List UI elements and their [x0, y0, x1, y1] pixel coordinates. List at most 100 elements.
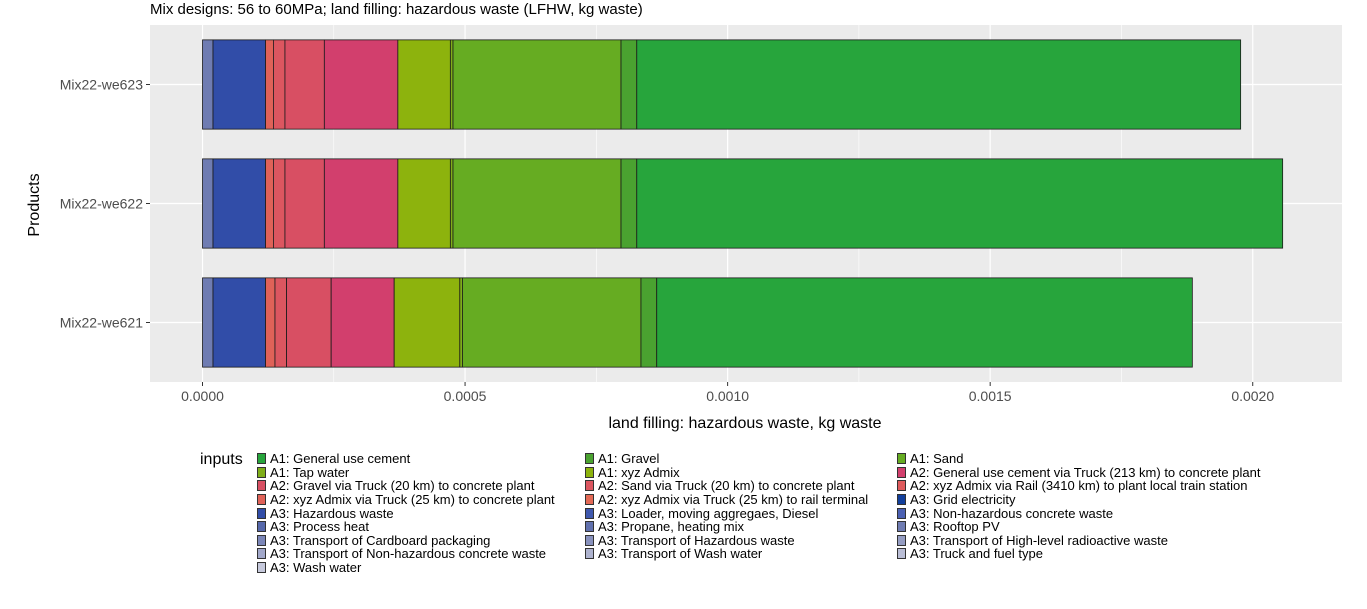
legend-item: A2: Gravel via Truck (20 km) to concrete…	[257, 478, 535, 494]
legend-swatch	[585, 480, 594, 492]
legend-item: A2: Sand via Truck (20 km) to concrete p…	[585, 478, 855, 494]
legend-label: A1: xyz Admix	[598, 464, 680, 480]
legend-item: A2: General use cement via Truck (213 km…	[897, 464, 1261, 480]
bar-segment	[202, 39, 214, 130]
legend-label: A3: Non-hazardous concrete waste	[910, 505, 1114, 521]
legend-item: A3: Propane, heating mix	[585, 519, 744, 535]
bar-segment	[284, 158, 325, 249]
legend-swatch	[257, 562, 266, 574]
legend-item: A3: Truck and fuel type	[897, 546, 1043, 562]
legend-label: A3: Transport of Non-hazardous concrete …	[270, 546, 547, 562]
x-axis: 0.0000 0.0005 0.0010 0.0015 0.0020	[181, 382, 1274, 404]
legend-label: A1: Tap water	[270, 464, 350, 480]
legend-item: A1: Tap water	[257, 464, 350, 480]
legend-item: A3: Process heat	[257, 519, 369, 534]
bar-segment	[397, 158, 451, 249]
bar-segment	[323, 158, 399, 249]
bar-segment	[265, 39, 274, 130]
chart-title: Mix designs: 56 to 60MPa; land filling: …	[150, 1, 643, 18]
bar-segment	[656, 277, 1193, 368]
legend-item: A3: Transport of Cardboard packaging	[257, 533, 490, 548]
legend-label: A3: Hazardous waste	[270, 505, 394, 521]
legend-label: A1: Gravel	[598, 451, 660, 467]
bar-segment	[286, 277, 332, 368]
bar-segment	[273, 39, 286, 130]
legend-label: A3: Wash water	[270, 560, 362, 576]
bar-segment	[284, 39, 325, 130]
legend-swatch	[585, 534, 594, 546]
legend-swatch	[585, 494, 594, 506]
bar-segment	[265, 158, 274, 249]
bar-segment	[636, 39, 1242, 130]
bar-segment	[212, 39, 266, 130]
x-tick-label: 0.0015	[969, 388, 1012, 404]
legend-label: A3: Transport of Hazardous waste	[598, 532, 795, 548]
y-tick-label: Mix22-we622	[60, 196, 143, 212]
legend-swatch	[257, 534, 266, 546]
legend-swatch	[897, 466, 906, 478]
legend-swatch	[257, 480, 266, 492]
legend-swatch	[257, 453, 266, 465]
legend-label: A3: Transport of Wash water	[598, 546, 763, 562]
legend-label: A2: Gravel via Truck (20 km) to concrete…	[270, 478, 535, 494]
bar-segment	[323, 39, 399, 130]
y-tick-label: Mix22-we621	[60, 315, 143, 331]
legend-label: A3: Grid electricity	[910, 492, 1016, 508]
legend-label: A2: xyz Admix via Rail (3410 km) to plan…	[910, 478, 1248, 494]
bar-segment	[273, 158, 286, 249]
legend-item: A3: Transport of Wash water	[585, 546, 763, 562]
bar-segment	[620, 39, 638, 130]
legend-swatch	[585, 453, 594, 465]
legend-item: A3: Rooftop PV	[897, 519, 1000, 535]
legend-item: A3: Loader, moving aggregaes, Diesel	[585, 505, 819, 521]
legend-label: A3: Rooftop PV	[910, 519, 1000, 535]
bar-segment	[274, 277, 287, 368]
legend-label: A3: Transport of High-level radioactive …	[910, 532, 1168, 548]
legend-swatch	[897, 480, 906, 492]
legend-item: A3: Transport of Non-hazardous concrete …	[257, 546, 547, 562]
legend-label: A2: Sand via Truck (20 km) to concrete p…	[598, 478, 855, 494]
legend-swatch	[257, 548, 266, 560]
legend: inputs A1: General use cement A1: Gravel A…	[200, 450, 1360, 609]
legend-label: A2: General use cement via Truck (213 km…	[910, 464, 1261, 480]
legend-swatch	[897, 507, 906, 519]
legend-label: A3: Loader, moving aggregaes, Diesel	[598, 505, 819, 521]
bar-segment	[393, 277, 461, 368]
bar-segment	[462, 277, 642, 368]
legend-swatch	[897, 453, 906, 465]
legend-label: A2: xyz Admix via Truck (25 km) to concr…	[270, 492, 555, 508]
legend-swatch	[897, 521, 906, 533]
bar-segment	[620, 158, 638, 249]
legend-swatch	[257, 521, 266, 533]
y-tick-label: Mix22-we623	[60, 77, 143, 93]
legend-item: A3: Transport of High-level radioactive …	[897, 532, 1168, 548]
x-tick-label: 0.0020	[1231, 388, 1274, 404]
legend-item: A1: Sand	[897, 451, 964, 466]
legend-label: A3: Propane, heating mix	[598, 519, 744, 535]
bar-segment	[212, 158, 266, 249]
x-tick-label: 0.0010	[706, 388, 749, 404]
legend-item: A3: Hazardous waste	[257, 505, 394, 521]
legend-swatch	[897, 534, 906, 546]
legend-swatch	[897, 548, 906, 560]
bar-segment	[452, 158, 622, 249]
bar-segment	[265, 277, 276, 368]
bar-segment	[636, 158, 1284, 249]
x-tick-label: 0.0000	[181, 388, 224, 404]
bar-segment	[212, 277, 266, 368]
legend-title: inputs	[200, 451, 243, 468]
bar-layer	[202, 39, 1284, 368]
legend-item: A2: xyz Admix via Rail (3410 km) to plan…	[897, 478, 1248, 494]
legend-swatch	[257, 494, 266, 506]
x-tick-label: 0.0005	[444, 388, 487, 404]
legend-label: A3: Truck and fuel type	[910, 546, 1043, 562]
legend-swatch	[585, 507, 594, 519]
legend-item: A3: Wash water	[257, 560, 362, 576]
legend-item: A2: xyz Admix via Truck (25 km) to concr…	[257, 492, 555, 508]
legend-swatch	[257, 507, 266, 519]
y-axis-title: Products	[26, 173, 43, 236]
legend-swatch	[257, 466, 266, 478]
legend-label: A2: xyz Admix via Truck (25 km) to rail …	[598, 492, 869, 508]
legend-item: A1: General use cement	[257, 451, 410, 466]
